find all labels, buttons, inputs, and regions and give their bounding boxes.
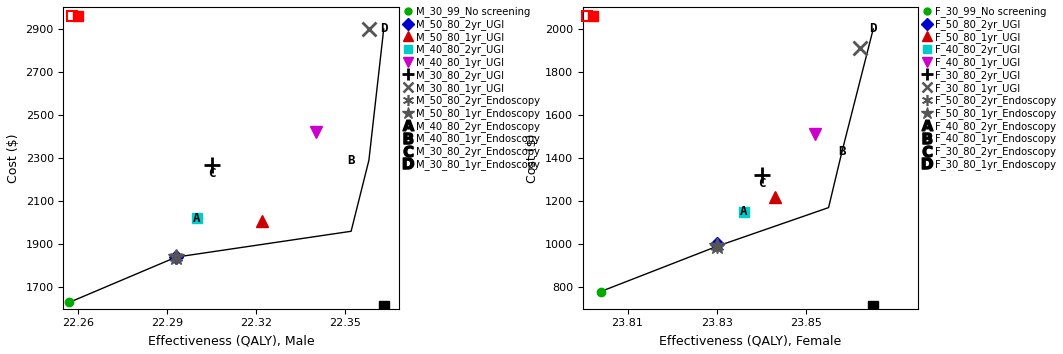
Text: C: C [208,167,216,180]
Text: A: A [193,212,201,225]
Y-axis label: Cost ($): Cost ($) [526,133,539,183]
Legend: F_30_99_No screening, F_50_80_2yr_UGI, F_50_80_1yr_UGI, F_40_80_2yr_UGI, F_40_80: F_30_99_No screening, F_50_80_2yr_UGI, F… [923,6,1056,170]
Text: D: D [870,22,877,35]
X-axis label: Effectiveness (QALY), Female: Effectiveness (QALY), Female [659,334,842,347]
Y-axis label: Cost ($): Cost ($) [7,133,20,183]
Text: B: B [839,145,846,158]
Text: B: B [348,154,355,167]
Text: A: A [740,205,747,218]
Text: D: D [379,22,388,35]
Legend: M_30_99_No screening, M_50_80_2yr_UGI, M_50_80_1yr_UGI, M_40_80_2yr_UGI, M_40_80: M_30_99_No screening, M_50_80_2yr_UGI, M… [404,6,540,170]
Text: C: C [758,177,765,190]
X-axis label: Effectiveness (QALY), Male: Effectiveness (QALY), Male [148,334,315,347]
